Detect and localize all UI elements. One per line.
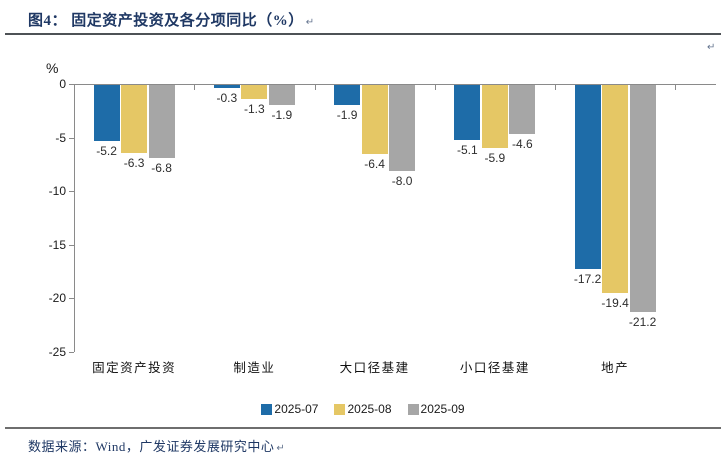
bar-value-label: -21.2 [628,315,657,330]
figure-title-text: 图4： 固定资产投资及各分项同比（%） [28,13,304,29]
bar [241,85,268,99]
y-tick-label: 0 [59,77,66,91]
y-tick-label: -5 [55,130,66,145]
x-axis-tick [675,85,677,90]
paragraph-mark-icon: ↵ [707,42,716,53]
figure-title: 图4： 固定资产投资及各分项同比（%） ↵ [28,9,315,30]
x-axis-tick [194,85,196,90]
y-axis-tick [69,84,74,85]
bar [454,85,481,140]
y-axis-tick [69,298,74,300]
bar-chart-plot-area: 0 -5 -10 -15 -20 -25 固定资产投资 -5.2 -6.3 -6.8 制造业 -0.3… [49,77,716,375]
y-tick-label: -25 [48,345,66,359]
bar-value-label: -1.9 [271,108,293,123]
category-label: 制造业 [233,361,276,375]
y-axis-tick [69,137,74,139]
y-axis-tick [69,191,74,193]
footer-divider [5,427,721,429]
bar [93,85,120,141]
bar [361,85,388,154]
category-label: 大口径基建 [339,361,410,375]
bar-value-label: -5.2 [96,143,117,158]
legend-swatch-icon [261,403,273,415]
legend-label: 2025-07 [274,402,319,416]
category-label: 固定资产投资 [92,361,177,375]
bar [509,85,536,135]
y-tick-label: -15 [48,237,66,252]
bar [334,85,361,106]
legend-item: 2025-08 [334,402,392,416]
legend-label: 2025-09 [420,402,465,416]
x-axis-tick [314,85,316,90]
legend-swatch-icon [334,403,346,415]
bar-value-label: -1.3 [244,101,265,116]
bar [268,85,295,106]
x-axis-line [74,84,716,85]
y-axis-tick [69,352,74,353]
bar-value-label: -1.9 [336,108,358,123]
bar [121,85,148,153]
bar-value-label: -6.3 [123,155,145,170]
paragraph-mark-icon: ↵ [305,17,315,28]
data-source-note: 数据来源：Wind，广发证券发展研究中心 ↵ [28,436,285,455]
header-divider [5,33,721,35]
bar [389,85,416,171]
category-label: 地产 [601,361,630,375]
chart-legend: 2025-07 2025-08 2025-09 [0,402,726,416]
legend-item: 2025-09 [407,402,465,416]
x-axis-tick [74,85,75,90]
legend-item: 2025-07 [261,402,318,416]
paragraph-mark-icon: ↵ [276,443,286,454]
y-tick-label: -20 [48,291,66,306]
bar [481,85,508,149]
bar-value-label: -8.0 [391,173,413,188]
bar [602,85,629,293]
bar-value-label: -5.1 [457,142,478,157]
x-axis-tick [434,85,436,90]
bar-value-label: -4.6 [512,137,533,152]
legend-swatch-icon [407,403,419,415]
bar-value-label: -5.9 [484,151,506,166]
bar [148,85,175,158]
bar-value-label: -19.4 [601,295,629,310]
bar-value-label: -6.8 [151,160,172,175]
data-source-text: 数据来源：Wind，广发证券发展研究中心 [28,439,275,454]
bar [574,85,601,270]
y-tick-label: -10 [48,184,66,199]
bar [629,85,656,313]
y-axis-line [74,84,75,352]
y-axis-tick [69,244,74,246]
bar-value-label: -17.2 [573,272,602,287]
x-axis-tick [555,85,556,90]
y-axis-unit-label: % [46,60,59,76]
category-label: 小口径基建 [459,361,530,375]
bar [213,85,240,89]
legend-label: 2025-08 [347,402,392,416]
bar-value-label: -0.3 [216,91,238,106]
bar-value-label: -6.4 [364,156,385,171]
